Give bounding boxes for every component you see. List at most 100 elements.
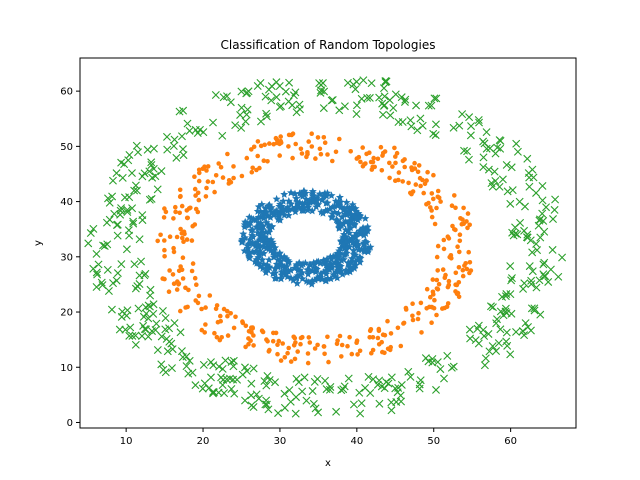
data-point-x (380, 101, 389, 110)
data-point-circle (375, 156, 381, 162)
data-point-star (316, 259, 325, 267)
data-point-x (302, 396, 311, 405)
data-point-circle (424, 286, 430, 292)
data-point-star (282, 262, 291, 270)
data-point-star (293, 279, 302, 287)
data-point-x (550, 205, 559, 214)
data-point-x (199, 128, 208, 137)
data-point-x (176, 328, 185, 337)
data-point-x (243, 105, 252, 114)
series-star-ring (237, 187, 375, 288)
data-point-circle (333, 149, 339, 155)
data-point-circle (305, 351, 311, 356)
data-point-star (280, 253, 289, 262)
data-point-circle (394, 150, 400, 156)
data-point-star (253, 228, 262, 237)
data-point-circle (313, 156, 318, 161)
data-point-x (319, 104, 328, 113)
data-point-circle (422, 181, 428, 187)
data-point-circle (184, 237, 190, 242)
data-point-x (109, 279, 118, 288)
data-point-circle (162, 238, 167, 243)
data-point-circle (243, 323, 249, 329)
data-point-x (375, 376, 384, 385)
data-point-circle (178, 308, 183, 314)
data-point-x (355, 388, 364, 397)
data-point-circle (196, 167, 202, 173)
data-point-star (307, 280, 316, 288)
data-point-x (123, 208, 132, 216)
data-point-circle (371, 155, 377, 161)
data-point-circle (192, 174, 197, 179)
data-point-x (326, 382, 335, 391)
data-point-star (322, 261, 331, 269)
data-point-star (258, 264, 267, 272)
y-tick-label: 60 (60, 87, 73, 98)
data-point-x (315, 79, 324, 88)
data-point-circle (435, 194, 441, 200)
data-point-x (144, 314, 153, 323)
x-tick-label: 30 (274, 436, 287, 447)
data-point-circle (330, 158, 335, 164)
data-point-circle (400, 158, 406, 164)
data-point-circle (445, 234, 451, 239)
data-point-star (269, 211, 278, 219)
data-point-circle (429, 214, 435, 220)
data-point-x (125, 331, 134, 340)
data-point-x (170, 135, 179, 144)
data-point-x (138, 332, 146, 341)
data-point-circle (325, 334, 330, 340)
data-point-x (126, 323, 135, 332)
data-point-x (107, 305, 116, 314)
data-point-star (337, 221, 346, 229)
data-point-star (271, 264, 279, 272)
data-point-x (122, 245, 131, 254)
data-point-circle (413, 182, 419, 187)
data-point-x (108, 176, 117, 185)
data-point-circle (225, 313, 230, 319)
data-point-circle (276, 338, 282, 344)
data-point-x (157, 167, 166, 176)
data-point-star (336, 244, 345, 252)
data-point-x (507, 163, 516, 172)
data-point-x (271, 378, 280, 387)
data-point-circle (299, 151, 305, 156)
data-point-circle (240, 319, 245, 324)
data-point-x (89, 224, 98, 233)
data-point-x (318, 79, 327, 88)
data-point-x (488, 303, 497, 312)
data-point-x (506, 350, 515, 359)
data-point-star (287, 199, 296, 208)
data-point-star (293, 197, 302, 206)
data-point-circle (347, 334, 352, 340)
data-point-circle (221, 306, 227, 312)
x-tick-label: 20 (197, 436, 210, 447)
data-point-x (128, 204, 137, 213)
data-point-circle (334, 341, 340, 347)
data-point-star (340, 209, 349, 218)
data-point-star (245, 253, 254, 262)
data-point-x (427, 101, 436, 110)
data-point-star (251, 241, 260, 250)
data-point-circle (442, 275, 448, 281)
data-point-x (288, 101, 297, 110)
data-point-circle (171, 216, 176, 221)
data-point-circle (304, 154, 309, 160)
data-point-star (269, 246, 278, 255)
data-point-circle (467, 260, 473, 265)
data-point-circle (180, 255, 186, 260)
data-point-star (266, 213, 275, 221)
data-point-circle (216, 161, 221, 166)
data-point-x (92, 249, 101, 258)
data-point-x (285, 386, 294, 395)
data-point-star (355, 253, 364, 261)
data-point-circle (434, 277, 440, 283)
data-point-circle (396, 177, 401, 183)
data-point-circle (249, 325, 254, 331)
data-point-x (147, 194, 156, 203)
data-point-x (220, 389, 229, 398)
data-point-star (354, 245, 363, 254)
data-point-star (277, 260, 286, 269)
data-point-star (304, 278, 313, 286)
data-point-x (218, 364, 227, 373)
